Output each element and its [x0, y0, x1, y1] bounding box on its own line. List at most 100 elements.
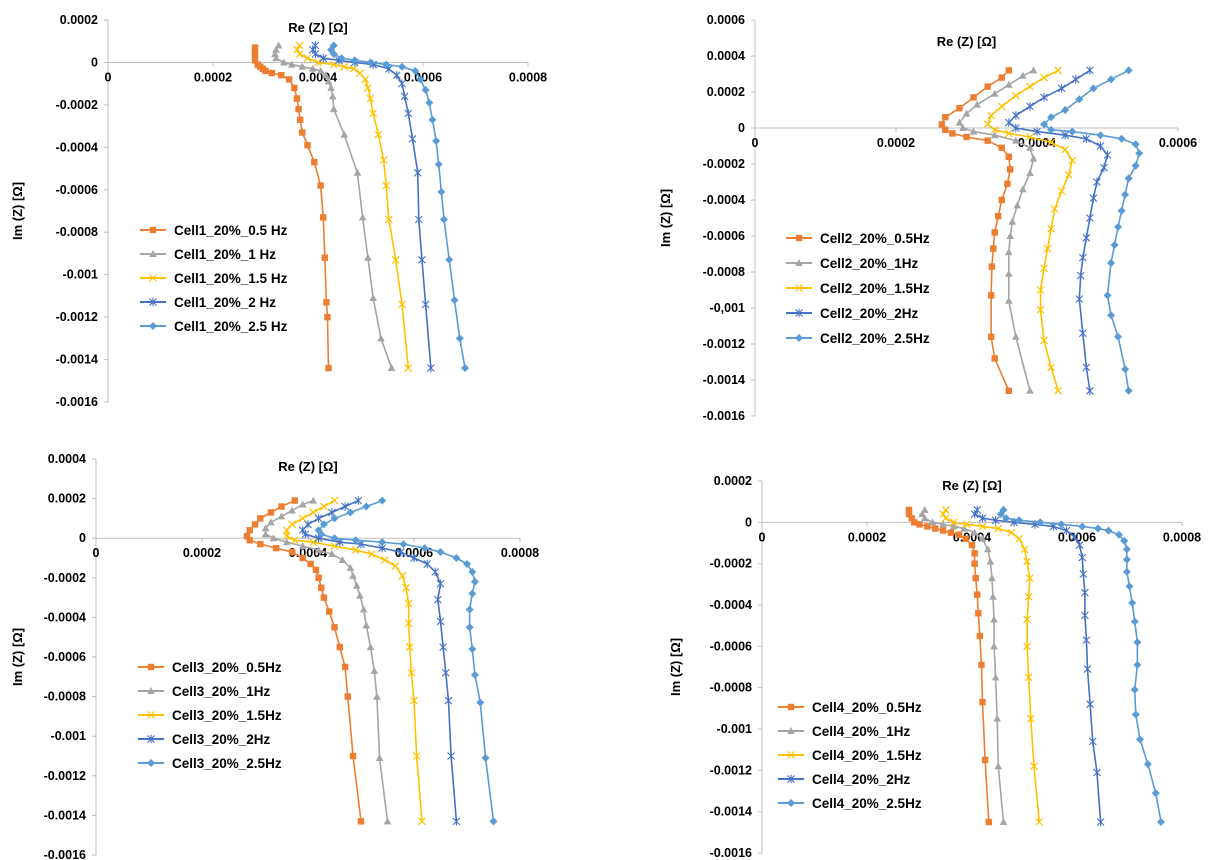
data-point: [1096, 141, 1105, 151]
x-tick-label: 0: [759, 530, 766, 544]
data-point: [991, 355, 998, 362]
data-point: [416, 75, 425, 84]
legend-marker: [149, 322, 157, 330]
data-point: [1085, 66, 1094, 75]
data-point: [1008, 217, 1017, 225]
data-point: [991, 229, 998, 236]
data-point: [1079, 569, 1088, 579]
legend-marker: [147, 687, 155, 694]
data-point: [391, 561, 400, 570]
data-point: [942, 126, 949, 133]
data-point: [330, 542, 339, 551]
data-point: [1011, 123, 1020, 133]
data-point: [303, 54, 312, 63]
data-point: [280, 58, 288, 66]
data-point: [325, 364, 332, 372]
y-tick-label: -0.001: [51, 729, 86, 743]
data-point: [962, 535, 969, 543]
data-point: [290, 536, 299, 545]
data-point: [1019, 71, 1027, 79]
data-point: [452, 554, 461, 562]
data-point: [267, 518, 275, 526]
x-tick-label: 0.0002: [877, 136, 915, 150]
data-point: [962, 109, 971, 117]
data-point: [425, 98, 434, 107]
x-tick-label: 0: [752, 136, 759, 150]
data-point: [1083, 664, 1092, 674]
data-point: [1117, 134, 1126, 143]
data-point: [905, 506, 913, 514]
data-point: [418, 817, 426, 826]
data-point: [267, 509, 275, 516]
data-point: [1047, 138, 1056, 147]
data-point: [445, 255, 454, 264]
data-point: [369, 109, 378, 118]
data-point: [1030, 762, 1038, 771]
data-point: [405, 643, 414, 652]
data-point: [1093, 177, 1101, 187]
data-point: [908, 515, 915, 522]
data-point: [439, 642, 448, 652]
data-point: [356, 69, 364, 77]
data-point: [971, 560, 978, 567]
data-point: [1103, 150, 1112, 160]
y-tick-label: 0.0004: [48, 452, 86, 466]
legend-marker: [787, 751, 795, 759]
data-point: [1157, 818, 1165, 826]
data-point: [367, 550, 376, 558]
data-point: [444, 696, 453, 705]
data-point: [352, 581, 361, 589]
data-point: [314, 58, 322, 67]
data-point: [1133, 638, 1142, 647]
data-point: [291, 84, 298, 92]
data-point: [383, 817, 392, 825]
data-point: [1115, 530, 1123, 539]
data-point: [402, 583, 410, 592]
data-point: [1012, 136, 1020, 144]
data-point: [1061, 131, 1070, 140]
data-point: [336, 643, 343, 651]
legend-label: Cell2_20%_1.5Hz: [820, 281, 930, 296]
legend-entry: Cell3_20%_1.5Hz: [138, 708, 282, 723]
legend-label: Cell4_20%_2.5Hz: [812, 796, 922, 811]
legend-label: Cell4_20%_2Hz: [812, 772, 911, 787]
data-point: [315, 574, 322, 581]
legend-marker: [147, 663, 155, 671]
data-point: [257, 540, 264, 548]
series-5: [996, 505, 1165, 826]
data-point: [413, 168, 422, 177]
data-point: [1100, 163, 1108, 172]
data-point: [468, 645, 477, 654]
data-point: [1026, 714, 1035, 723]
legend-entry: Cell2_20%_1Hz: [786, 256, 919, 271]
legend-entry: Cell4_20%_2Hz: [778, 772, 911, 787]
x-tick-label: 0.0006: [1058, 530, 1096, 544]
x-tick-label: 0.0002: [848, 530, 886, 544]
data-point: [996, 510, 1005, 519]
series-1: [251, 44, 332, 372]
data-point: [311, 158, 318, 166]
series-4: [1004, 66, 1112, 395]
x-tick-label: 0.0006: [404, 70, 442, 84]
data-point: [311, 49, 320, 59]
data-point: [990, 245, 997, 252]
data-point: [272, 45, 280, 53]
legend-entry: Cell3_20%_2Hz: [138, 732, 271, 747]
data-point: [939, 520, 947, 528]
data-point: [398, 571, 407, 580]
data-point: [329, 105, 338, 113]
data-point: [949, 130, 956, 137]
data-point: [1026, 386, 1034, 394]
data-point: [298, 62, 307, 70]
data-point: [283, 538, 291, 546]
legend-entry: Cell1_20%_2 Hz: [140, 295, 276, 310]
data-point: [1057, 520, 1066, 529]
data-point: [251, 48, 259, 56]
data-point: [1096, 817, 1105, 827]
y-tick-label: -0.0014: [710, 805, 752, 819]
data-point: [349, 752, 357, 760]
data-point: [1023, 557, 1032, 566]
data-point: [947, 529, 955, 536]
y-tick-label: -0,001: [710, 301, 745, 315]
